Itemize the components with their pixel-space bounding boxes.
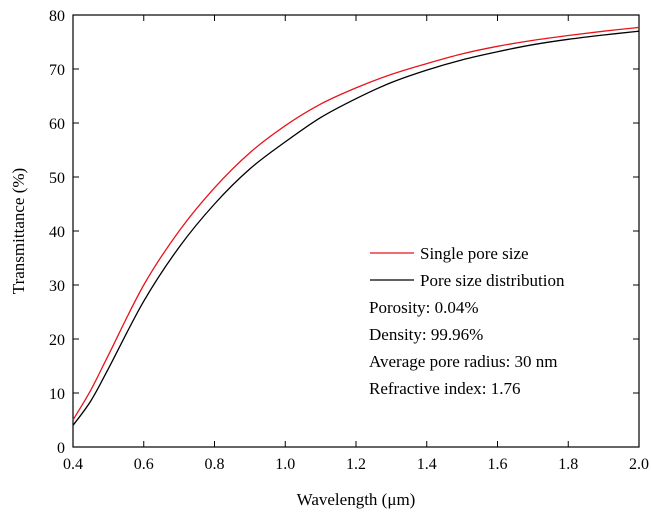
series-line-single-pore-size — [72, 26, 640, 421]
y-tick-label: 40 — [49, 224, 65, 241]
x-tick-label: 1.2 — [346, 456, 366, 473]
annotation-porosity: Porosity: 0.04% — [369, 298, 479, 317]
x-tick-label: 0.4 — [63, 456, 83, 473]
y-tick-label: 20 — [49, 332, 65, 349]
x-tick-label: 1.6 — [488, 456, 508, 473]
y-axis-ticks: 0 10 20 30 40 50 60 70 80 — [49, 8, 639, 457]
y-tick-label: 80 — [49, 8, 65, 25]
x-tick-label: 2.0 — [629, 456, 649, 473]
annotation-average-pore-radius: Average pore radius: 30 nm — [369, 352, 558, 371]
x-tick-label: 1.8 — [558, 456, 578, 473]
x-axis-label: Wavelength (μm) — [297, 490, 416, 509]
annotation-refractive-index: Refractive index: 1.76 — [369, 379, 521, 398]
x-tick-label: 0.6 — [134, 456, 154, 473]
x-axis-ticks: 0.4 0.6 0.8 1.0 1.2 1.4 1.6 1.8 2.0 — [63, 15, 649, 473]
x-tick-label: 1.0 — [275, 456, 295, 473]
legend-label-pore-size-distribution: Pore size distribution — [420, 271, 565, 290]
x-tick-label: 1.4 — [417, 456, 437, 473]
legend-label-single-pore-size: Single pore size — [420, 244, 529, 263]
y-tick-label: 30 — [49, 278, 65, 295]
y-axis-label: Transmittance (%) — [9, 168, 28, 294]
series-line-pore-size-distribution — [72, 30, 640, 426]
y-tick-label: 70 — [49, 62, 65, 79]
x-tick-label: 0.8 — [205, 456, 225, 473]
annotations: Porosity: 0.04% Density: 99.96% Average … — [369, 298, 558, 398]
y-tick-label: 10 — [49, 386, 65, 403]
y-tick-label: 60 — [49, 116, 65, 133]
annotation-density: Density: 99.96% — [369, 325, 483, 344]
plot-frame — [72, 14, 640, 448]
y-tick-label: 0 — [57, 440, 65, 457]
legend: Single pore size Pore size distribution — [370, 244, 565, 290]
y-tick-label: 50 — [49, 170, 65, 187]
series-lines — [72, 26, 640, 426]
